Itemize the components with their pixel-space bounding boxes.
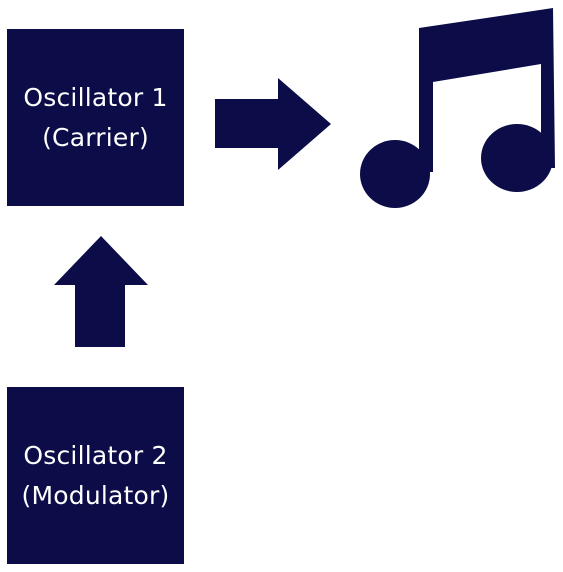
oscillator-1-role: (Carrier) [42, 122, 149, 152]
oscillator-2-name: Oscillator 2 [23, 440, 168, 470]
oscillator-1-box: Oscillator 1 (Carrier) [7, 29, 184, 206]
arrow-up-icon [54, 236, 148, 347]
oscillator-2-role: (Modulator) [21, 480, 170, 510]
oscillator-1-name: Oscillator 1 [23, 82, 168, 112]
arrow-right-icon [215, 78, 331, 170]
music-note-icon [360, 8, 555, 208]
oscillator-2-box: Oscillator 2 (Modulator) [7, 387, 184, 564]
